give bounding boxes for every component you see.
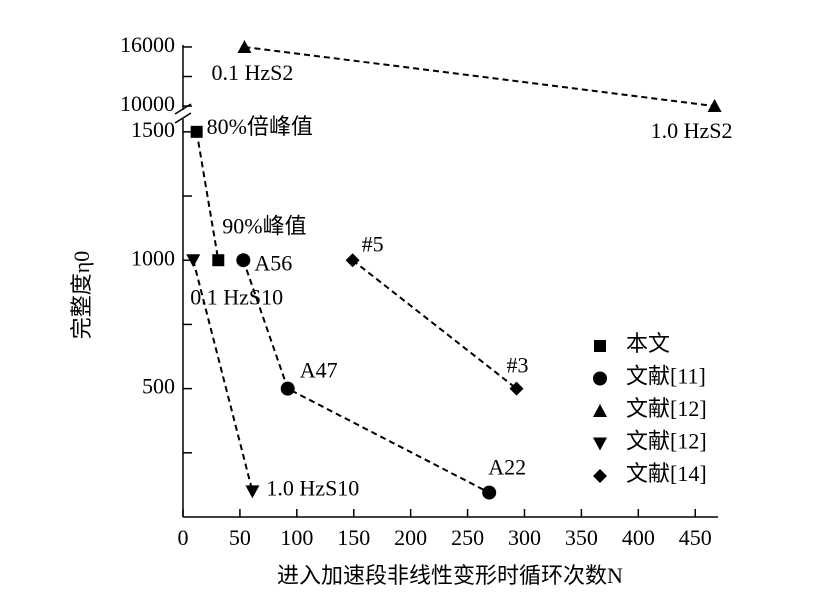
x-tick-label: 300 bbox=[508, 525, 541, 550]
point-label: A47 bbox=[300, 358, 338, 383]
legend-marker bbox=[594, 340, 606, 352]
point-label: 1.0 HzS10 bbox=[266, 475, 359, 500]
point-label: 0.1 HzS10 bbox=[190, 284, 283, 309]
marker-circle bbox=[280, 381, 295, 396]
marker-triangle-up bbox=[237, 39, 252, 53]
y-tick-label: 1000 bbox=[131, 245, 175, 270]
legend-marker bbox=[593, 371, 607, 386]
point-label: A22 bbox=[488, 455, 526, 480]
legend-label: 文献[14] bbox=[626, 461, 707, 486]
series-line bbox=[351, 259, 518, 390]
x-tick-label: 100 bbox=[280, 525, 313, 550]
series-line bbox=[244, 45, 715, 108]
point-label: A56 bbox=[254, 250, 292, 275]
y-tick-label: 10000 bbox=[120, 91, 175, 116]
y-tick-label: 16000 bbox=[120, 32, 175, 57]
x-tick-label: 50 bbox=[229, 525, 251, 550]
x-tick-label: 250 bbox=[451, 525, 484, 550]
point-label: 0.1 HzS2 bbox=[211, 60, 293, 85]
point-label: #3 bbox=[507, 353, 529, 378]
marker-circle bbox=[236, 253, 251, 268]
legend-marker bbox=[593, 469, 607, 483]
marker-square bbox=[190, 125, 203, 138]
point-label: 80%倍峰值 bbox=[207, 114, 313, 139]
legend-marker bbox=[593, 437, 607, 451]
marker-diamond bbox=[345, 253, 360, 268]
marker-triangle-down bbox=[186, 254, 201, 268]
point-label: 90%峰值 bbox=[222, 213, 306, 238]
y-tick-label: 1500 bbox=[131, 117, 175, 142]
x-tick-label: 150 bbox=[337, 525, 370, 550]
legend-label: 文献[12] bbox=[626, 429, 707, 454]
legend-label: 文献[12] bbox=[626, 396, 707, 421]
y-tick-label: 500 bbox=[142, 374, 175, 399]
axis-break bbox=[174, 112, 192, 124]
x-tick-label: 350 bbox=[565, 525, 598, 550]
x-tick-label: 200 bbox=[394, 525, 427, 550]
point-label: 1.0 HzS2 bbox=[651, 118, 733, 143]
legend-label: 本文 bbox=[626, 331, 670, 356]
marker-diamond bbox=[509, 381, 524, 396]
point-label: #5 bbox=[362, 231, 384, 256]
marker-circle bbox=[482, 485, 497, 500]
x-axis-label: 进入加速段非线性变形时循环次数N bbox=[277, 563, 623, 588]
x-tick-label: 450 bbox=[679, 525, 712, 550]
legend-marker bbox=[593, 404, 607, 417]
marker-square bbox=[212, 254, 225, 267]
legend-label: 文献[11] bbox=[626, 364, 706, 389]
x-tick-label: 0 bbox=[178, 525, 189, 550]
y-axis-label: 完整度η0 bbox=[69, 251, 94, 340]
x-tick-label: 400 bbox=[622, 525, 655, 550]
marker-triangle-down bbox=[245, 485, 260, 499]
series-line bbox=[195, 131, 220, 261]
marker-triangle-up bbox=[707, 99, 722, 113]
